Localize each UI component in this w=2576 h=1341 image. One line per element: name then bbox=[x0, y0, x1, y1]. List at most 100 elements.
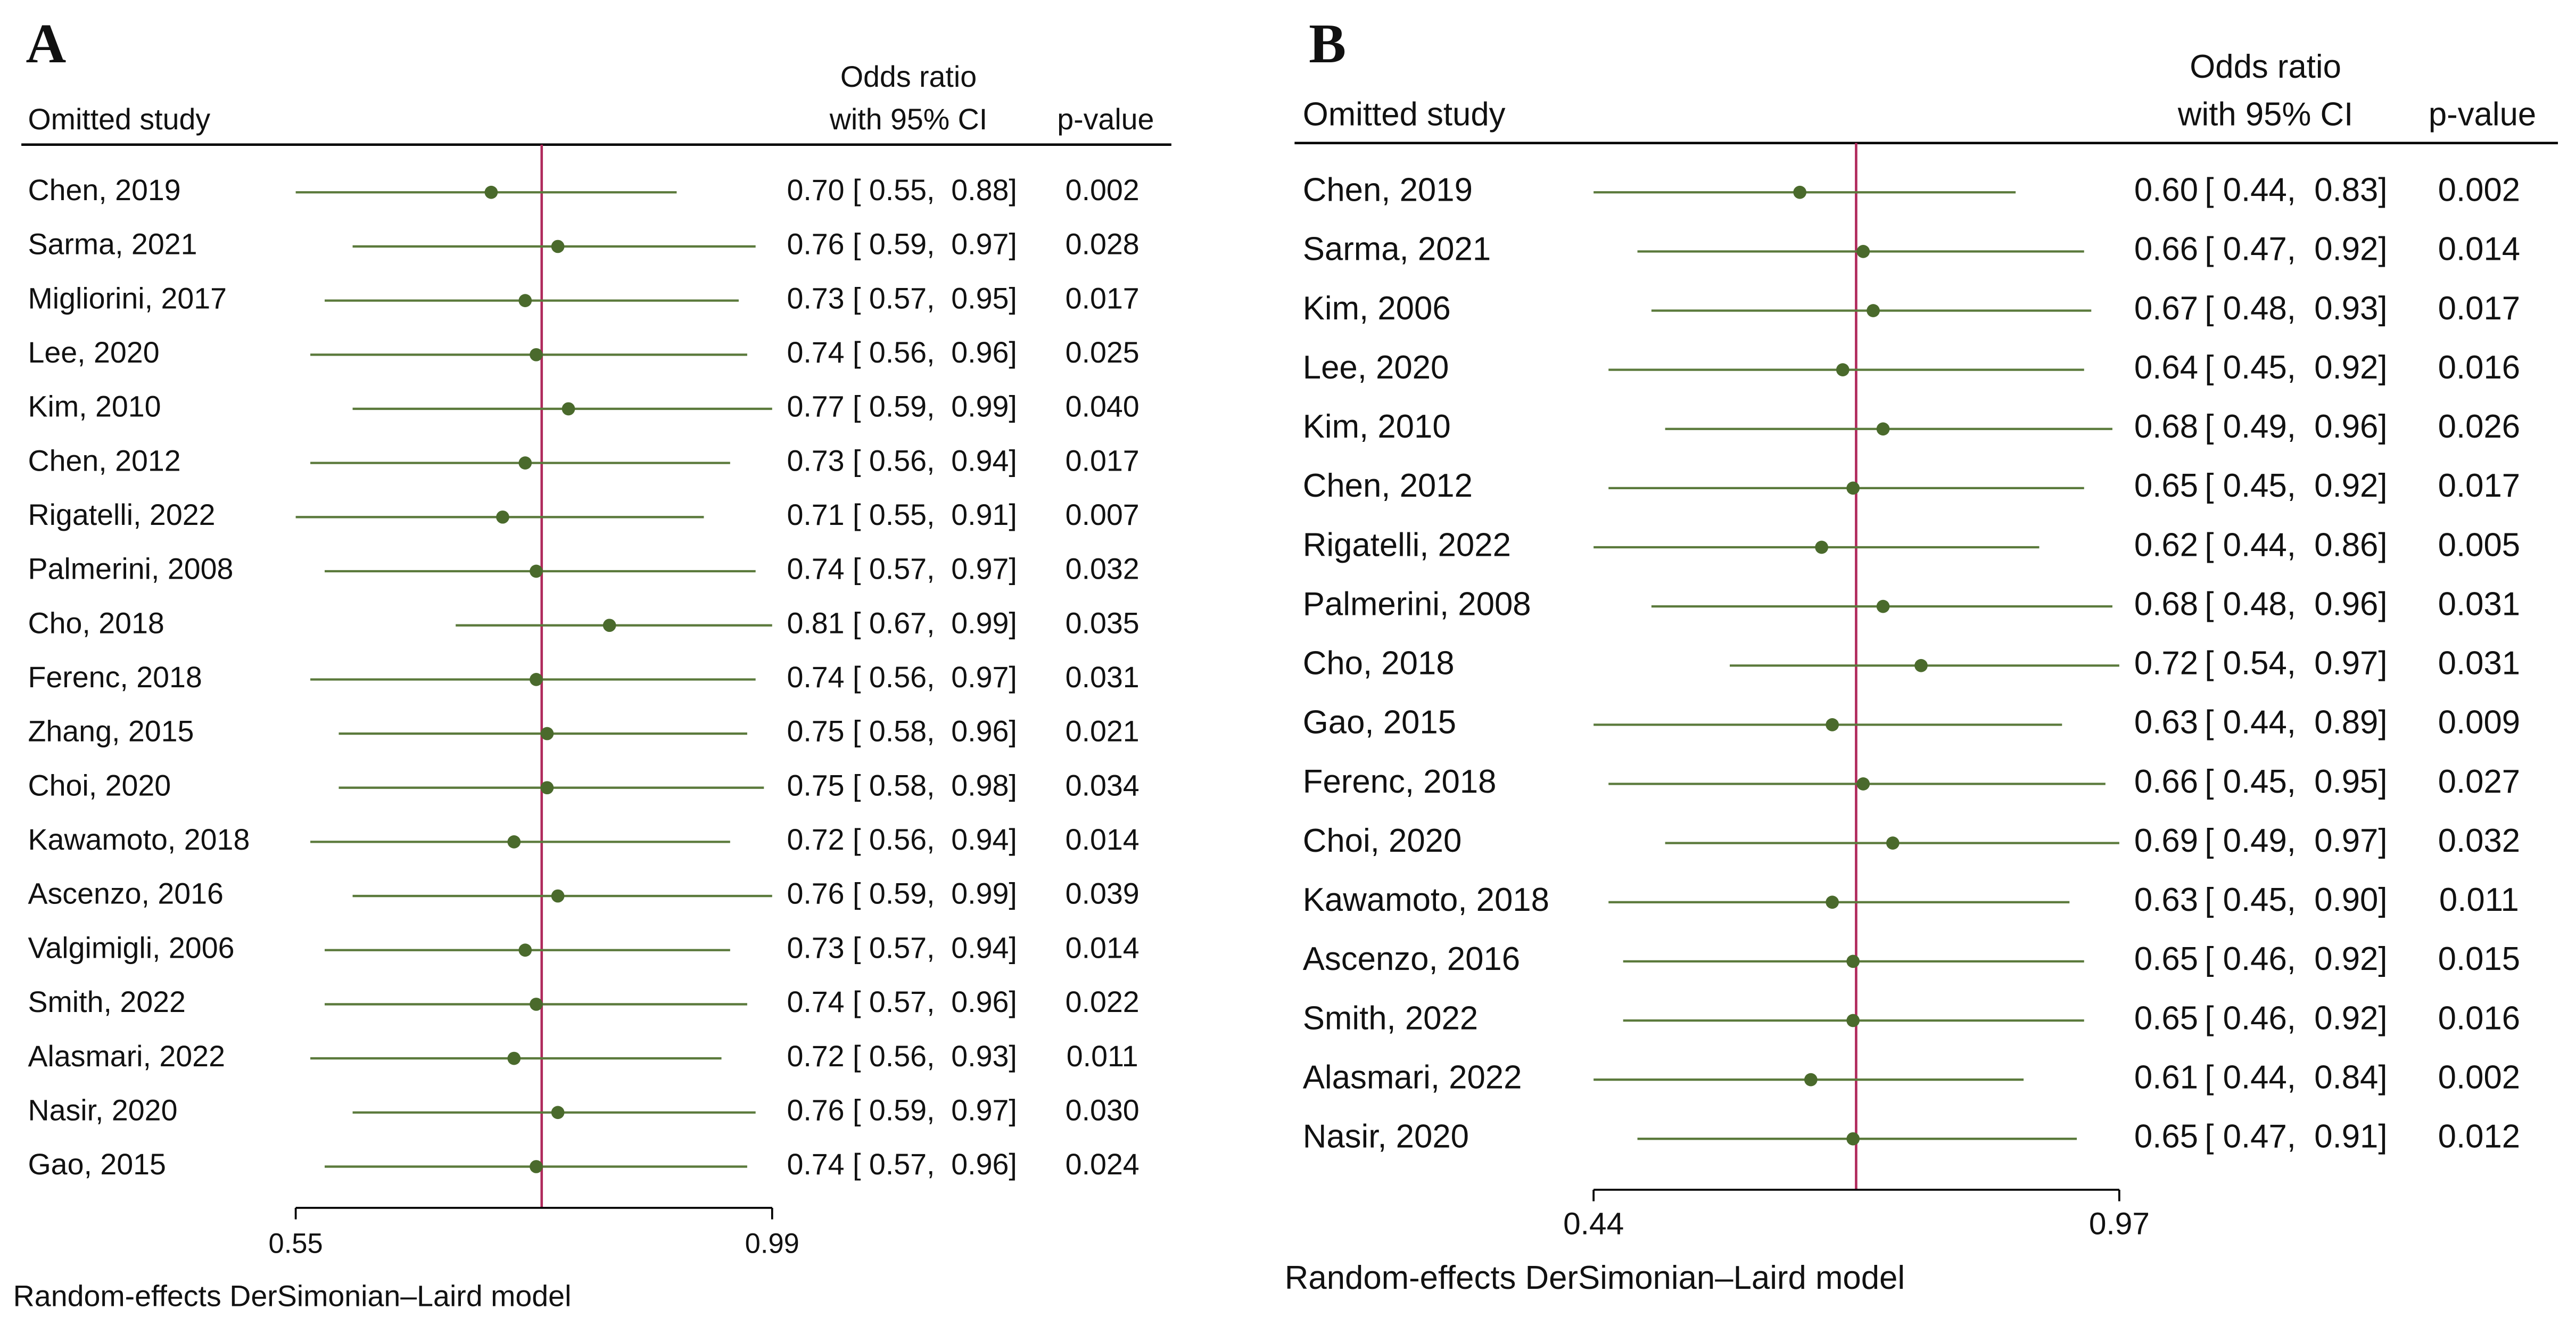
p-value: 0.016 bbox=[2438, 349, 2520, 386]
panel-label: B bbox=[1309, 12, 1346, 75]
odds-ratio-label: 0.72 bbox=[2134, 645, 2198, 682]
study-name: Chen, 2012 bbox=[1303, 467, 1473, 504]
ci-label: [ 0.59, 0.99] bbox=[853, 390, 1017, 423]
study-name: Lee, 2020 bbox=[28, 336, 159, 369]
study-name: Chen, 2012 bbox=[28, 444, 180, 477]
point-estimate bbox=[1826, 895, 1839, 909]
column-header: Omitted study bbox=[28, 103, 210, 136]
column-header: Odds ratio bbox=[840, 60, 977, 93]
column-header: Omitted study bbox=[1303, 96, 1506, 133]
p-value: 0.007 bbox=[1066, 498, 1140, 531]
ci-label: [ 0.44, 0.83] bbox=[2205, 172, 2387, 209]
ci-label: [ 0.44, 0.86] bbox=[2205, 526, 2387, 563]
odds-ratio-label: 0.73 bbox=[787, 282, 844, 315]
p-value: 0.030 bbox=[1066, 1093, 1140, 1126]
ci-label: [ 0.56, 0.94] bbox=[853, 823, 1017, 856]
study-name: Palmerini, 2008 bbox=[28, 553, 233, 586]
odds-ratio-label: 0.76 bbox=[787, 877, 844, 910]
study-name: Rigatelli, 2022 bbox=[28, 498, 215, 531]
study-name: Cho, 2018 bbox=[1303, 645, 1455, 682]
point-estimate bbox=[530, 673, 543, 686]
odds-ratio-label: 0.74 bbox=[787, 336, 844, 369]
ci-label: [ 0.56, 0.97] bbox=[853, 661, 1017, 694]
point-estimate bbox=[1815, 540, 1828, 554]
ci-label: [ 0.48, 0.93] bbox=[2205, 290, 2387, 327]
odds-ratio-label: 0.75 bbox=[787, 715, 844, 748]
study-name: Gao, 2015 bbox=[1303, 704, 1456, 741]
footnote: Random-effects DerSimonian–Laird model bbox=[13, 1279, 572, 1312]
odds-ratio-label: 0.77 bbox=[787, 390, 844, 423]
study-name: Kim, 2010 bbox=[28, 390, 161, 423]
x-tick-label: 0.97 bbox=[2089, 1206, 2150, 1241]
ci-label: [ 0.47, 0.92] bbox=[2205, 231, 2387, 268]
point-estimate bbox=[507, 835, 521, 849]
ci-label: [ 0.57, 0.96] bbox=[853, 985, 1017, 1018]
point-estimate bbox=[1876, 422, 1890, 436]
study-name: Valgimigli, 2006 bbox=[28, 931, 234, 964]
ci-label: [ 0.57, 0.97] bbox=[853, 553, 1017, 586]
study-name: Sarma, 2021 bbox=[1303, 231, 1491, 268]
ci-label: [ 0.57, 0.96] bbox=[853, 1148, 1017, 1181]
p-value: 0.002 bbox=[2438, 172, 2520, 209]
odds-ratio-label: 0.60 bbox=[2134, 172, 2198, 209]
study-name: Smith, 2022 bbox=[1303, 1000, 1478, 1036]
ci-label: [ 0.56, 0.96] bbox=[853, 336, 1017, 369]
p-value: 0.027 bbox=[2438, 763, 2520, 800]
ci-label: [ 0.47, 0.91] bbox=[2205, 1118, 2387, 1155]
point-estimate bbox=[507, 1051, 521, 1065]
p-value: 0.014 bbox=[1066, 823, 1140, 856]
footnote: Random-effects DerSimonian–Laird model bbox=[1285, 1260, 1905, 1296]
point-estimate bbox=[518, 456, 532, 470]
x-tick-label: 0.55 bbox=[269, 1229, 323, 1260]
column-header: p-value bbox=[2429, 96, 2536, 133]
study-name: Smith, 2022 bbox=[28, 985, 185, 1018]
point-estimate bbox=[551, 889, 565, 903]
point-estimate bbox=[484, 185, 498, 199]
point-estimate bbox=[1793, 185, 1807, 199]
ci-label: [ 0.56, 0.93] bbox=[853, 1040, 1017, 1073]
ci-label: [ 0.55, 0.91] bbox=[853, 498, 1017, 531]
odds-ratio-label: 0.62 bbox=[2134, 526, 2198, 563]
p-value: 0.024 bbox=[1066, 1148, 1140, 1181]
study-name: Gao, 2015 bbox=[28, 1148, 166, 1181]
point-estimate bbox=[1867, 304, 1880, 317]
ci-label: [ 0.49, 0.96] bbox=[2205, 408, 2387, 445]
p-value: 0.005 bbox=[2438, 526, 2520, 563]
ci-label: [ 0.45, 0.92] bbox=[2205, 467, 2387, 504]
study-name: Zhang, 2015 bbox=[28, 715, 194, 748]
ci-label: [ 0.54, 0.97] bbox=[2205, 645, 2387, 682]
p-value: 0.032 bbox=[2438, 822, 2520, 859]
study-name: Palmerini, 2008 bbox=[1303, 586, 1531, 622]
ci-label: [ 0.58, 0.96] bbox=[853, 715, 1017, 748]
point-estimate bbox=[530, 348, 543, 361]
ci-label: [ 0.59, 0.97] bbox=[853, 1093, 1017, 1126]
odds-ratio-label: 0.72 bbox=[787, 1040, 844, 1073]
point-estimate bbox=[1804, 1073, 1818, 1087]
p-value: 0.017 bbox=[1066, 282, 1140, 315]
odds-ratio-label: 0.72 bbox=[787, 823, 844, 856]
study-name: Choi, 2020 bbox=[1303, 822, 1462, 859]
point-estimate bbox=[551, 1106, 565, 1120]
ci-label: [ 0.44, 0.89] bbox=[2205, 704, 2387, 741]
panel-label: A bbox=[26, 12, 67, 75]
ci-label: [ 0.46, 0.92] bbox=[2205, 941, 2387, 977]
study-name: Alasmari, 2022 bbox=[28, 1040, 225, 1073]
study-name: Kawamoto, 2018 bbox=[28, 823, 250, 856]
odds-ratio-label: 0.76 bbox=[787, 228, 844, 261]
point-estimate bbox=[1836, 363, 1850, 376]
point-estimate bbox=[562, 402, 575, 416]
p-value: 0.034 bbox=[1066, 769, 1140, 802]
odds-ratio-label: 0.74 bbox=[787, 553, 844, 586]
study-name: Ascenzo, 2016 bbox=[28, 877, 223, 910]
point-estimate bbox=[1826, 718, 1839, 731]
column-header: with 95% CI bbox=[2177, 96, 2353, 133]
odds-ratio-label: 0.65 bbox=[2134, 941, 2198, 977]
p-value: 0.039 bbox=[1066, 877, 1140, 910]
p-value: 0.011 bbox=[1067, 1040, 1138, 1073]
p-value: 0.022 bbox=[1066, 985, 1140, 1018]
odds-ratio-label: 0.68 bbox=[2134, 586, 2198, 622]
study-name: Cho, 2018 bbox=[28, 606, 164, 639]
study-name: Ferenc, 2018 bbox=[1303, 763, 1497, 800]
p-value: 0.002 bbox=[1066, 174, 1140, 207]
